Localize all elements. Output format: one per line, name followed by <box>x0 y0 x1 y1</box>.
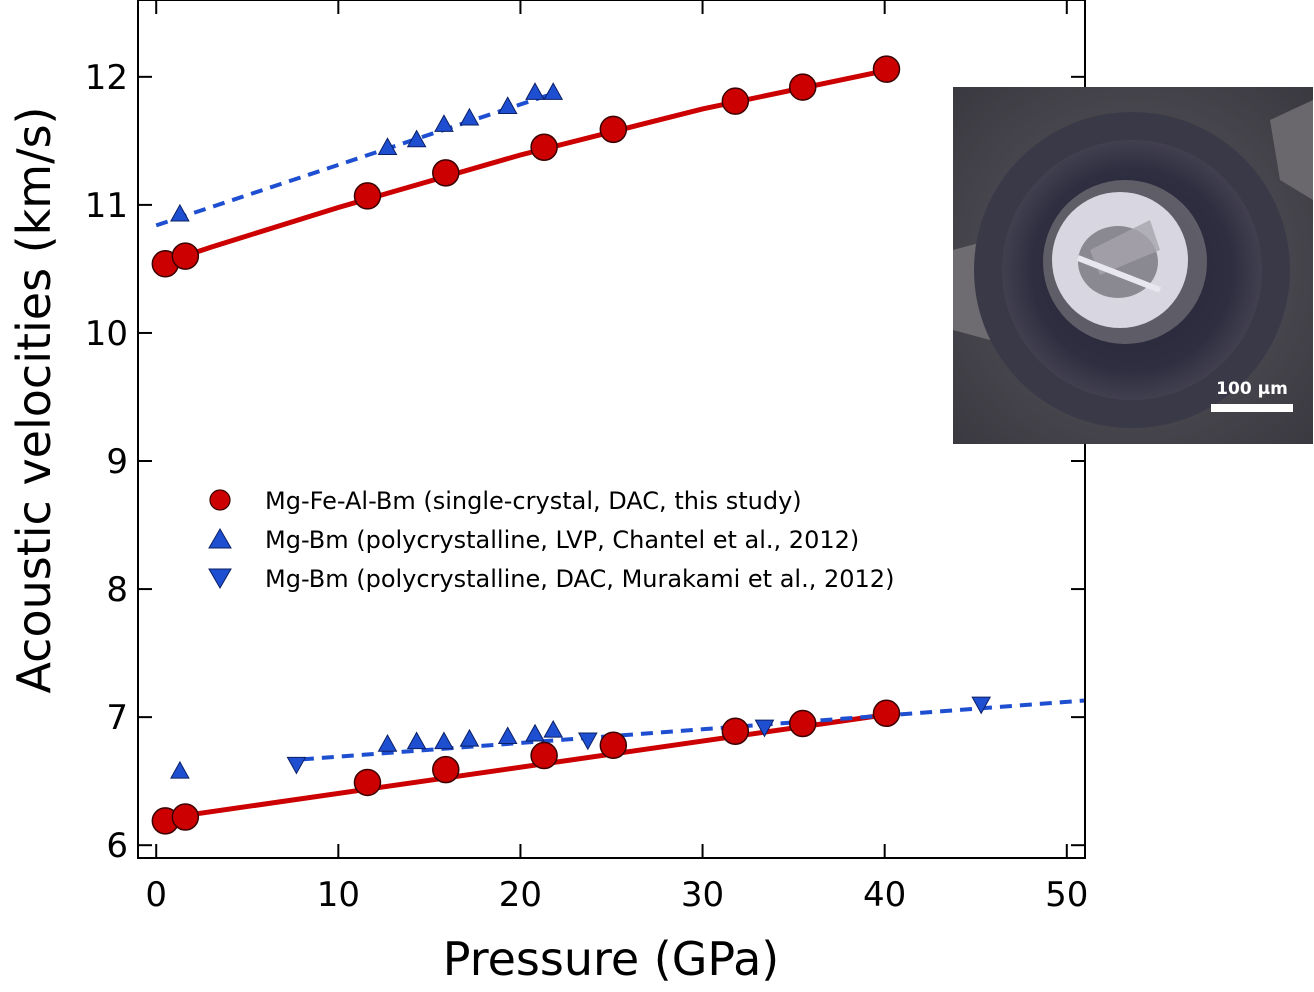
legend-label-chantel: Mg-Bm (polycrystalline, LVP, Chantel et … <box>265 526 859 554</box>
y-axis-title: Acoustic velocities (km/s) <box>7 107 61 694</box>
data-point-triangle-up <box>459 728 480 747</box>
x-tick-label: 30 <box>681 875 724 915</box>
data-point-triangle-up <box>377 137 398 155</box>
legend-label-murakami: Mg-Bm (polycrystalline, DAC, Murakami et… <box>265 565 894 593</box>
data-point-triangle-down <box>971 696 992 715</box>
x-tick-label: 0 <box>145 875 167 915</box>
data-point-triangle-up <box>525 723 545 742</box>
data-point-triangle-up <box>543 719 564 738</box>
data-point-circle <box>353 768 382 797</box>
y-tick-label: 8 <box>106 570 128 610</box>
scale-bar-label: 100 µm <box>1216 379 1288 399</box>
data-point-circle <box>599 731 628 760</box>
data-point-triangle-up <box>406 129 427 148</box>
fit-line <box>301 698 1086 762</box>
legend-marker-triangle-down <box>208 568 232 589</box>
data-point-circle <box>432 159 460 187</box>
x-tick-label: 10 <box>317 875 360 915</box>
y-tick-label: 7 <box>106 698 128 738</box>
legend-marker-circle <box>209 489 231 511</box>
data-point-circle <box>872 699 901 728</box>
x-tick-label: 20 <box>499 875 542 915</box>
data-point-triangle-up <box>170 203 190 222</box>
y-tick-label: 9 <box>106 442 128 482</box>
legend-marker-triangle-up <box>208 528 232 549</box>
data-point-triangle-up <box>543 82 564 100</box>
y-tick-label: 12 <box>85 58 128 98</box>
scale-bar <box>1211 404 1293 412</box>
data-point-triangle-down <box>577 732 598 751</box>
y-tick-label: 10 <box>85 314 128 354</box>
x-axis-title: Pressure (GPa) <box>443 932 779 986</box>
fit-line <box>164 712 887 821</box>
data-point-circle <box>721 717 750 745</box>
data-point-circle <box>530 133 558 162</box>
data-point-triangle-up <box>377 733 398 752</box>
legend-label-this-study: Mg-Fe-Al-Bm (single-crystal, DAC, this s… <box>265 487 802 515</box>
data-point-triangle-down <box>754 719 775 738</box>
data-point-circle <box>353 182 382 210</box>
y-tick-label: 6 <box>106 826 128 866</box>
data-point-triangle-up <box>497 96 518 114</box>
inset-micrograph: 100 µm <box>953 87 1313 444</box>
data-point-triangle-up <box>434 731 454 750</box>
data-point-circle <box>599 115 628 144</box>
data-point-circle <box>872 55 901 83</box>
data-point-circle <box>530 741 558 770</box>
data-point-circle <box>171 803 200 831</box>
legend: Mg-Fe-Al-Bm (single-crystal, DAC, this s… <box>208 487 894 593</box>
fit-line <box>155 91 554 228</box>
x-tick-label: 40 <box>863 875 906 915</box>
data-point-triangle-down <box>286 756 307 775</box>
data-point-circle <box>788 73 817 101</box>
y-tick-label: 11 <box>85 186 128 226</box>
data-point-circle <box>432 755 460 784</box>
x-tick-label: 50 <box>1045 875 1088 915</box>
data-point-triangle-up <box>170 760 190 779</box>
data-point-circle <box>721 87 750 115</box>
data-point-circle <box>788 709 817 738</box>
data-point-circle <box>171 242 200 270</box>
data-point-triangle-up <box>497 726 518 745</box>
data-point-triangle-up <box>434 114 454 132</box>
data-point-triangle-up <box>459 107 480 126</box>
data-point-triangle-up <box>406 731 427 750</box>
data-point-triangle-up <box>525 82 545 100</box>
